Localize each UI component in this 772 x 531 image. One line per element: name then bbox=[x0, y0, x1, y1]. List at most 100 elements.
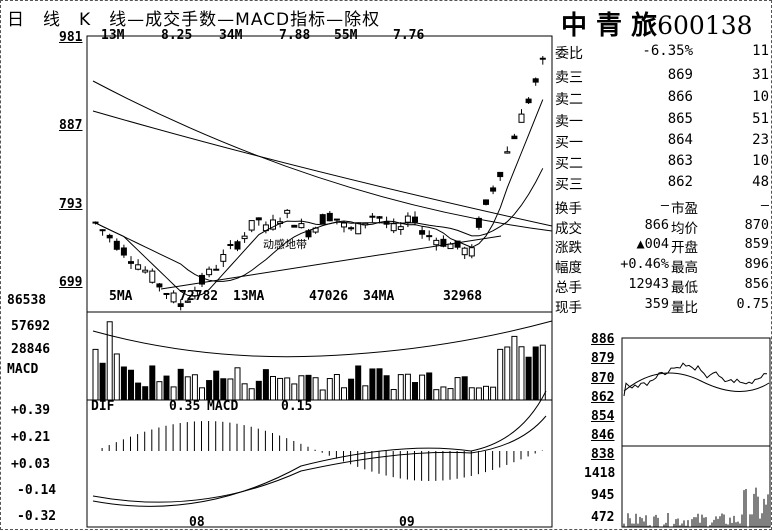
order-vol: 10 bbox=[752, 153, 769, 169]
stat-row-current: 现手 359 量比 0.75 bbox=[555, 296, 769, 316]
volume-bar bbox=[383, 375, 390, 401]
volume-bar bbox=[213, 370, 220, 401]
x-axis-09: 09 bbox=[399, 515, 415, 530]
volume-bar bbox=[433, 389, 440, 401]
weibi-label: 委比 bbox=[555, 46, 583, 62]
volume-bar bbox=[341, 387, 347, 401]
volume-bar bbox=[305, 374, 312, 401]
volume-bar bbox=[135, 382, 142, 401]
order-vol: 31 bbox=[752, 67, 769, 83]
order-label: 买一 bbox=[555, 135, 583, 151]
candle-body bbox=[440, 238, 447, 247]
order-row: 卖二 866 10 bbox=[555, 89, 769, 108]
volume-bar bbox=[454, 377, 461, 401]
candle-body bbox=[113, 240, 120, 250]
order-price: 862 bbox=[667, 174, 693, 190]
order-row: 买一 864 23 bbox=[555, 132, 769, 151]
volume-bar bbox=[326, 378, 333, 401]
volume-bar bbox=[440, 386, 447, 401]
volume-bar bbox=[362, 385, 369, 401]
intraday-axis-3: 862 bbox=[591, 390, 615, 405]
candle-body bbox=[149, 270, 156, 283]
candle-body bbox=[142, 269, 149, 273]
candle-body bbox=[539, 57, 546, 60]
candle-body bbox=[135, 264, 142, 270]
candle-body bbox=[234, 241, 241, 250]
stat-label: 幅度 bbox=[555, 260, 582, 276]
ma55-value: 7.76 bbox=[393, 28, 425, 43]
stat-label: 量比 bbox=[671, 300, 698, 316]
volume-bar bbox=[184, 376, 191, 401]
volume-bar bbox=[92, 348, 99, 401]
candle-body bbox=[475, 217, 482, 228]
candle-body bbox=[120, 247, 127, 256]
candle-body bbox=[525, 98, 532, 104]
annotation-label: 动感地带 bbox=[263, 238, 307, 251]
volume-bar bbox=[270, 375, 276, 401]
volume-bar bbox=[227, 378, 234, 401]
vol-ma34-value: 32968 bbox=[443, 289, 483, 304]
stat-row-turnover: 换手 — 市盈 — bbox=[555, 197, 769, 217]
volume-bar bbox=[404, 373, 411, 401]
candle-body bbox=[284, 209, 291, 214]
order-price: 865 bbox=[667, 111, 693, 127]
ma13-value: 8.25 bbox=[161, 28, 193, 43]
stat-value: 359 bbox=[644, 296, 669, 312]
order-label: 卖二 bbox=[555, 92, 583, 108]
candle-body bbox=[468, 247, 475, 257]
volume-bar bbox=[376, 368, 383, 401]
stat-label: 开盘 bbox=[671, 240, 698, 256]
volume-bar bbox=[149, 365, 156, 401]
x-axis-08: 08 bbox=[189, 515, 205, 530]
order-vol: 23 bbox=[752, 132, 769, 148]
candle-body bbox=[106, 234, 113, 239]
weibi-row: 委比 -6.35% 11 bbox=[555, 43, 769, 62]
order-vol: 10 bbox=[752, 89, 769, 105]
candle-body bbox=[255, 217, 262, 221]
trend-line bbox=[160, 235, 502, 290]
stat-value: ▲004 bbox=[636, 236, 669, 252]
order-label: 卖三 bbox=[555, 70, 583, 86]
stat-value: 0.75 bbox=[736, 296, 769, 312]
candle-body bbox=[518, 113, 525, 123]
intraday-axis-2: 870 bbox=[591, 371, 615, 386]
volume-bar bbox=[426, 372, 433, 401]
volume-axis-top: 86538 bbox=[7, 293, 47, 308]
stat-label: 市盈 bbox=[671, 201, 698, 217]
order-label: 买二 bbox=[555, 156, 583, 172]
candle-body bbox=[532, 78, 539, 83]
price-axis-887: 887 bbox=[59, 118, 83, 133]
macd-name: MACD bbox=[7, 362, 39, 377]
ma-line-mid bbox=[95, 168, 544, 282]
stat-label: 换手 bbox=[555, 201, 582, 217]
volume-bar bbox=[298, 375, 305, 401]
candle-body bbox=[341, 222, 347, 228]
order-price: 863 bbox=[667, 153, 693, 169]
stat-value: 12943 bbox=[628, 276, 669, 292]
dif-value: 0.35 bbox=[169, 399, 201, 414]
order-row: 买二 863 10 bbox=[555, 153, 769, 172]
ma34-value: 7.88 bbox=[279, 28, 311, 43]
order-price: 869 bbox=[667, 67, 693, 83]
volume-bar bbox=[206, 380, 213, 401]
stat-label: 涨跌 bbox=[555, 240, 582, 256]
macd-value: 0.15 bbox=[281, 399, 313, 414]
stat-value: 896 bbox=[744, 256, 769, 272]
vol-ma13-value: 47026 bbox=[309, 289, 349, 304]
macd-histogram bbox=[92, 390, 547, 507]
stat-value: — bbox=[760, 197, 769, 213]
stock-name: 中 青 旅600138 bbox=[561, 5, 753, 42]
order-label: 买三 bbox=[555, 177, 583, 193]
volume-bar bbox=[170, 386, 177, 401]
intraday-axis-0: 886 bbox=[591, 332, 615, 347]
order-row: 卖一 865 51 bbox=[555, 111, 769, 130]
stat-value: 866 bbox=[644, 217, 669, 233]
volume-bar bbox=[532, 346, 539, 401]
ma13-label: 13M bbox=[101, 28, 125, 43]
candle-body bbox=[326, 212, 333, 222]
volume-bar bbox=[397, 374, 404, 401]
candle-body bbox=[404, 215, 411, 223]
volume-bar bbox=[539, 344, 546, 401]
volume-bars bbox=[92, 320, 553, 401]
